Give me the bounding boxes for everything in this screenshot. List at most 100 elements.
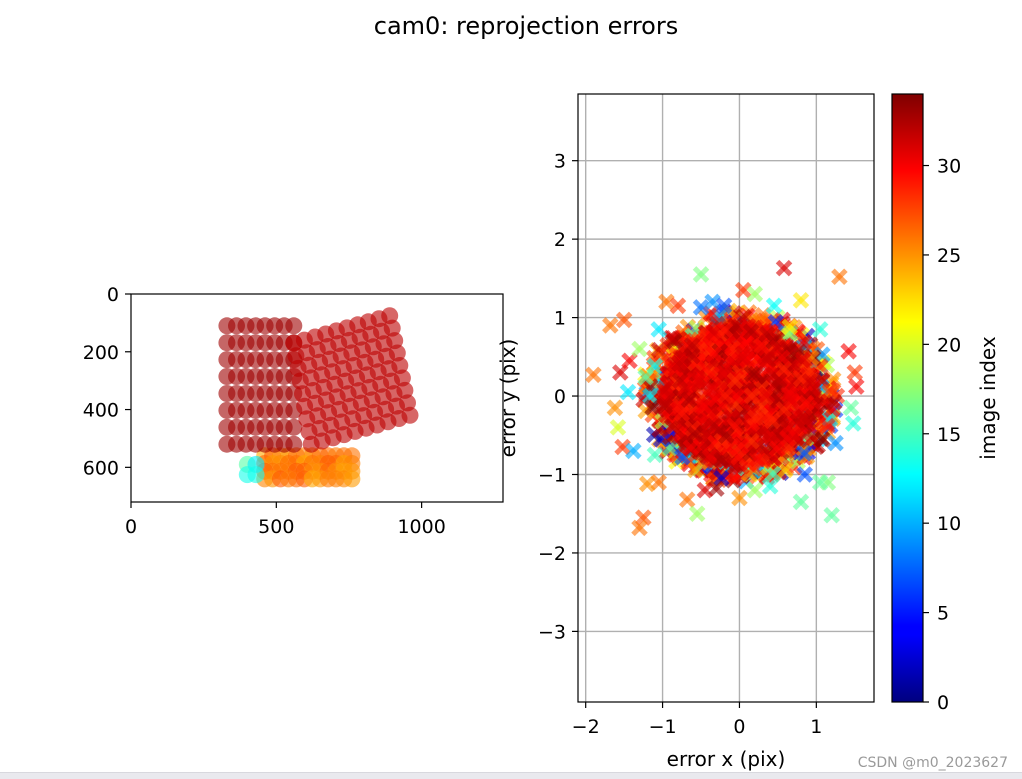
error-marker [797, 394, 815, 412]
error-marker [678, 491, 696, 508]
error-marker [763, 412, 781, 430]
error-marker [656, 394, 674, 412]
error-marker [655, 381, 673, 399]
y-tick-label: 400 [83, 400, 119, 422]
error-marker [705, 417, 723, 435]
error-marker [811, 321, 829, 338]
error-marker [726, 372, 744, 389]
error-marker [650, 474, 667, 491]
error-marker [619, 383, 637, 401]
error-marker [686, 426, 704, 443]
error-marker [638, 475, 656, 493]
error-marker [646, 446, 664, 464]
colorbar-tick-label: 20 [937, 334, 961, 356]
error-marker [796, 466, 814, 483]
error-marker [644, 399, 661, 416]
error-marker [637, 368, 654, 386]
x-axis-label: error x (pix) [667, 747, 786, 771]
colorbar-tick-label: 25 [937, 245, 961, 267]
error-marker [701, 448, 719, 466]
error-marker [840, 343, 857, 360]
colorbar-tick-label: 0 [937, 692, 949, 714]
point-marker [401, 406, 419, 424]
y-tick-label: 600 [83, 457, 119, 479]
error-marker [676, 380, 693, 398]
error-marker [779, 430, 796, 447]
y-axis-label: error y (pix) [496, 339, 520, 458]
error-marker [631, 340, 648, 358]
window-bottom-bar [0, 772, 1022, 779]
error-marker [716, 387, 734, 405]
error-marker [842, 399, 860, 417]
y-tick-label: 0 [554, 386, 566, 408]
y-tick-label: −1 [538, 464, 566, 486]
error-marker [827, 434, 844, 452]
colorbar-gradient [892, 94, 923, 702]
error-marker [692, 266, 710, 283]
x-tick-label: 0 [125, 516, 137, 538]
y-tick-label: 2 [554, 229, 566, 251]
error-marker [758, 326, 776, 343]
error-marker [715, 365, 733, 382]
point-marker [343, 470, 361, 488]
error-marker [844, 415, 862, 432]
error-scatter-points [585, 259, 865, 537]
error-marker [846, 364, 864, 381]
error-marker [746, 481, 764, 499]
error-marker [742, 323, 760, 340]
x-tick-label: 500 [258, 516, 294, 538]
error-marker [635, 509, 652, 526]
colorbar-label: image index [976, 336, 1000, 460]
error-marker [683, 348, 701, 365]
error-scatter-panel: −2 −1 0 1 −3 −2 −1 0 1 2 3 error x (pix) error y (… [496, 93, 875, 771]
colorbar-tick-label: 15 [937, 424, 961, 446]
colorbar-tick-label: 5 [937, 603, 949, 625]
error-marker [776, 461, 794, 479]
error-marker [713, 470, 730, 487]
error-marker [682, 439, 700, 457]
error-marker [801, 373, 819, 390]
error-marker [764, 465, 782, 483]
error-marker [819, 417, 836, 435]
error-marker [658, 293, 675, 311]
error-marker [716, 321, 734, 339]
error-marker [715, 297, 733, 315]
error-marker [821, 383, 838, 400]
error-marker [732, 437, 750, 455]
error-marker [743, 365, 761, 383]
x-tick-label: 1000 [397, 516, 445, 538]
reprojected-points-ticks: 0 500 1000 0 200 400 600 [83, 284, 446, 538]
error-marker [730, 449, 747, 466]
y-tick-label: 200 [83, 342, 119, 364]
error-marker [696, 481, 714, 499]
error-marker [585, 366, 602, 384]
error-marker [690, 371, 707, 389]
error-marker [704, 380, 722, 397]
error-marker [781, 318, 798, 336]
error-marker [702, 305, 720, 322]
error-marker [758, 386, 776, 404]
x-tick-label: 0 [733, 716, 745, 738]
error-marker [713, 451, 730, 469]
colorbar: 0 5 10 15 20 25 30 image index [891, 93, 1000, 714]
error-marker [718, 427, 735, 445]
error-marker [703, 366, 720, 383]
error-marker [686, 461, 704, 479]
error-marker [602, 317, 619, 334]
error-marker [792, 292, 810, 309]
error-marker [642, 387, 659, 405]
error-scatter-ticks: −2 −1 0 1 −3 −2 −1 0 1 2 3 [538, 151, 822, 738]
error-marker [708, 480, 725, 497]
error-marker [731, 489, 748, 507]
error-marker [609, 419, 627, 436]
y-tick-label: −3 [538, 621, 566, 643]
error-marker [761, 477, 779, 495]
error-marker [746, 409, 764, 427]
reprojected-points-panel: 0 500 1000 0 200 400 600 [83, 284, 504, 538]
error-marker [743, 387, 761, 405]
error-marker [759, 351, 776, 368]
error-marker [650, 321, 667, 338]
error-marker [747, 365, 765, 383]
error-marker [848, 378, 865, 395]
error-marker [688, 505, 706, 522]
